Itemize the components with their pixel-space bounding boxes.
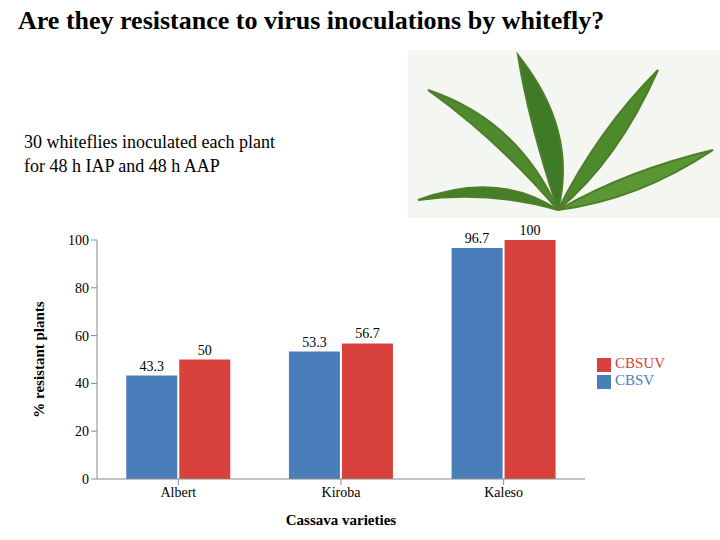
svg-text:100: 100 [520,223,541,238]
svg-text:Kaleso: Kaleso [484,485,523,500]
svg-text:20: 20 [75,424,89,439]
html-text:30 whiteflies inoculated each: 30 whiteflies inoculated each plant for … [24,132,275,176]
svg-text:80: 80 [75,281,89,296]
svg-text:0: 0 [82,472,89,487]
html-text:Are they resistance to virus i: Are they resistance to virus inoculation… [18,6,605,35]
svg-text:Cassava varieties: Cassava varieties [286,512,397,528]
svg-text:53.3: 53.3 [302,335,327,350]
svg-text:43.3: 43.3 [140,359,165,374]
svg-text:96.7: 96.7 [465,231,490,246]
svg-text:40: 40 [75,376,89,391]
html-text:CBSUV: CBSUV [615,355,665,371]
svg-text:Albert: Albert [160,485,196,500]
svg-text:Kiroba: Kiroba [322,485,362,500]
svg-text:60: 60 [75,329,89,344]
svg-text:% resistant plants: % resistant plants [31,301,47,418]
svg-text:50: 50 [198,343,212,358]
html-text:CBSV: CBSV [615,372,655,388]
svg-text:100: 100 [68,233,89,248]
svg-text:56.7: 56.7 [355,326,380,341]
